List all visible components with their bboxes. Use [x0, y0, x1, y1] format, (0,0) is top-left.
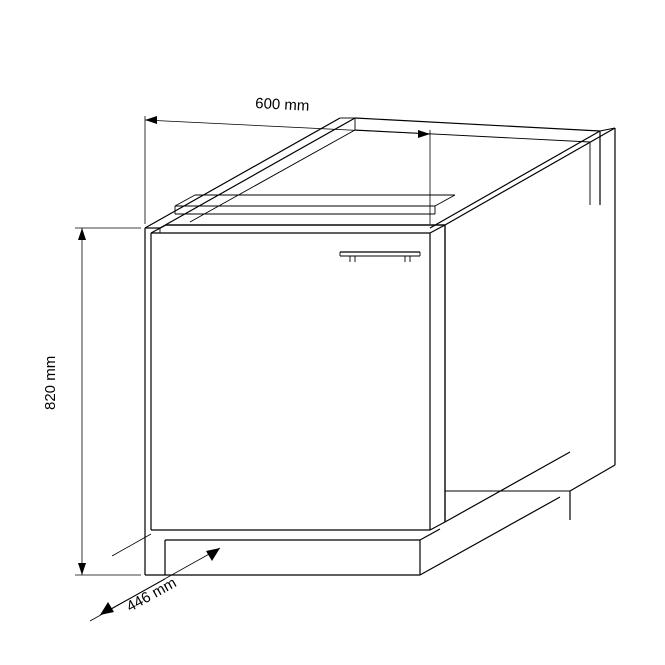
cabinet-technical-drawing: 600 mm 820 mm 446 mm	[0, 0, 665, 665]
inner-cavity	[190, 130, 355, 222]
cabinet-body	[145, 118, 615, 575]
left-side-panel	[145, 118, 355, 575]
door-handle	[340, 252, 420, 262]
height-label: 820 mm	[42, 356, 59, 410]
dimension-height: 820 mm	[42, 228, 141, 575]
dimension-width: 600 mm	[145, 95, 430, 224]
front-door	[151, 225, 445, 530]
depth-label: 446 mm	[124, 574, 180, 615]
dimension-depth: 446 mm	[90, 534, 220, 621]
plinth	[165, 497, 560, 575]
width-label: 600 mm	[255, 95, 310, 115]
right-side-panel	[430, 128, 615, 522]
back-panel	[355, 118, 600, 205]
